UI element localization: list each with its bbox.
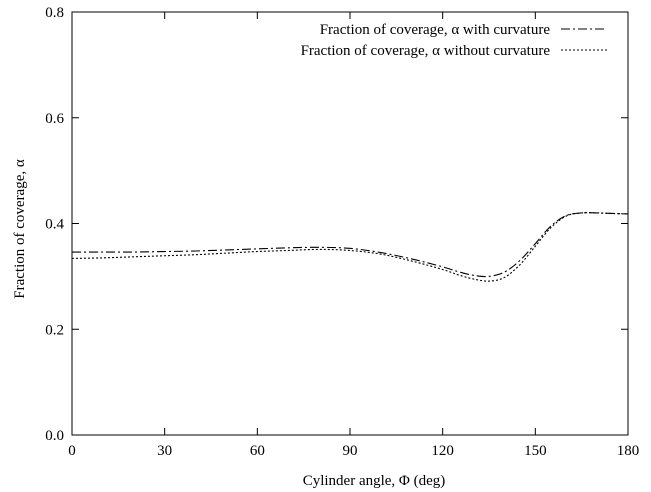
x-axis-label: Cylinder angle, Φ (deg) bbox=[303, 473, 446, 489]
y-axis-label: Fraction of coverage, α bbox=[12, 159, 28, 299]
legend: Fraction of coverage, α with curvature Fr… bbox=[301, 22, 607, 59]
y-tick-label: 0.0 bbox=[45, 428, 64, 444]
x-tick-label: 180 bbox=[617, 443, 640, 459]
x-tick-label: 150 bbox=[524, 443, 547, 459]
y-tick-label: 0.2 bbox=[45, 322, 64, 338]
plot-area bbox=[71, 212, 629, 282]
series-line-2 bbox=[71, 212, 629, 282]
x-tick-label: 60 bbox=[250, 443, 265, 459]
x-tick-label: 90 bbox=[343, 443, 358, 459]
axes: 0 30 60 90 120 150 180 0.0 0.2 0.4 0.6 0.8 bbox=[45, 5, 639, 459]
legend-label-1: Fraction of coverage, α with curvature bbox=[320, 22, 551, 38]
series-line-1 bbox=[72, 212, 629, 278]
y-tick-label: 0.8 bbox=[45, 5, 64, 21]
x-tick-label: 120 bbox=[431, 443, 454, 459]
y-tick-label: 0.6 bbox=[45, 111, 64, 127]
x-tick-label: 0 bbox=[68, 443, 76, 459]
legend-label-2: Fraction of coverage, α without curvatur… bbox=[301, 43, 551, 59]
x-tick-label: 30 bbox=[157, 443, 172, 459]
y-tick-label: 0.4 bbox=[45, 217, 64, 233]
